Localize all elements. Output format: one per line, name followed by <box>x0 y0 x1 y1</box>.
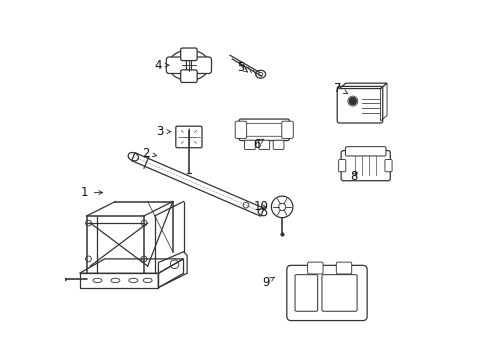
FancyBboxPatch shape <box>384 159 391 172</box>
FancyBboxPatch shape <box>345 147 385 156</box>
FancyBboxPatch shape <box>281 121 293 138</box>
FancyBboxPatch shape <box>244 140 255 149</box>
Text: 4: 4 <box>154 59 169 72</box>
FancyBboxPatch shape <box>258 140 269 149</box>
FancyBboxPatch shape <box>244 123 283 136</box>
Text: 1: 1 <box>81 186 102 199</box>
FancyBboxPatch shape <box>336 262 351 274</box>
FancyBboxPatch shape <box>235 121 246 138</box>
FancyBboxPatch shape <box>191 57 211 73</box>
FancyBboxPatch shape <box>176 126 202 148</box>
Text: 10: 10 <box>253 201 267 213</box>
FancyBboxPatch shape <box>180 70 197 82</box>
Text: 5: 5 <box>237 60 247 73</box>
Text: 2: 2 <box>142 147 156 159</box>
Text: 6: 6 <box>253 138 263 150</box>
FancyBboxPatch shape <box>321 275 356 311</box>
Text: 3: 3 <box>156 125 170 138</box>
FancyBboxPatch shape <box>239 119 289 140</box>
FancyBboxPatch shape <box>273 140 284 149</box>
Text: 9: 9 <box>262 276 274 289</box>
FancyBboxPatch shape <box>294 275 317 311</box>
FancyBboxPatch shape <box>338 159 345 172</box>
FancyBboxPatch shape <box>166 57 186 73</box>
Text: 8: 8 <box>349 170 357 183</box>
FancyBboxPatch shape <box>307 262 323 274</box>
FancyBboxPatch shape <box>341 150 389 181</box>
FancyBboxPatch shape <box>286 265 366 320</box>
FancyBboxPatch shape <box>180 48 197 60</box>
FancyBboxPatch shape <box>337 86 382 123</box>
Circle shape <box>348 98 356 105</box>
Text: 7: 7 <box>333 82 347 95</box>
